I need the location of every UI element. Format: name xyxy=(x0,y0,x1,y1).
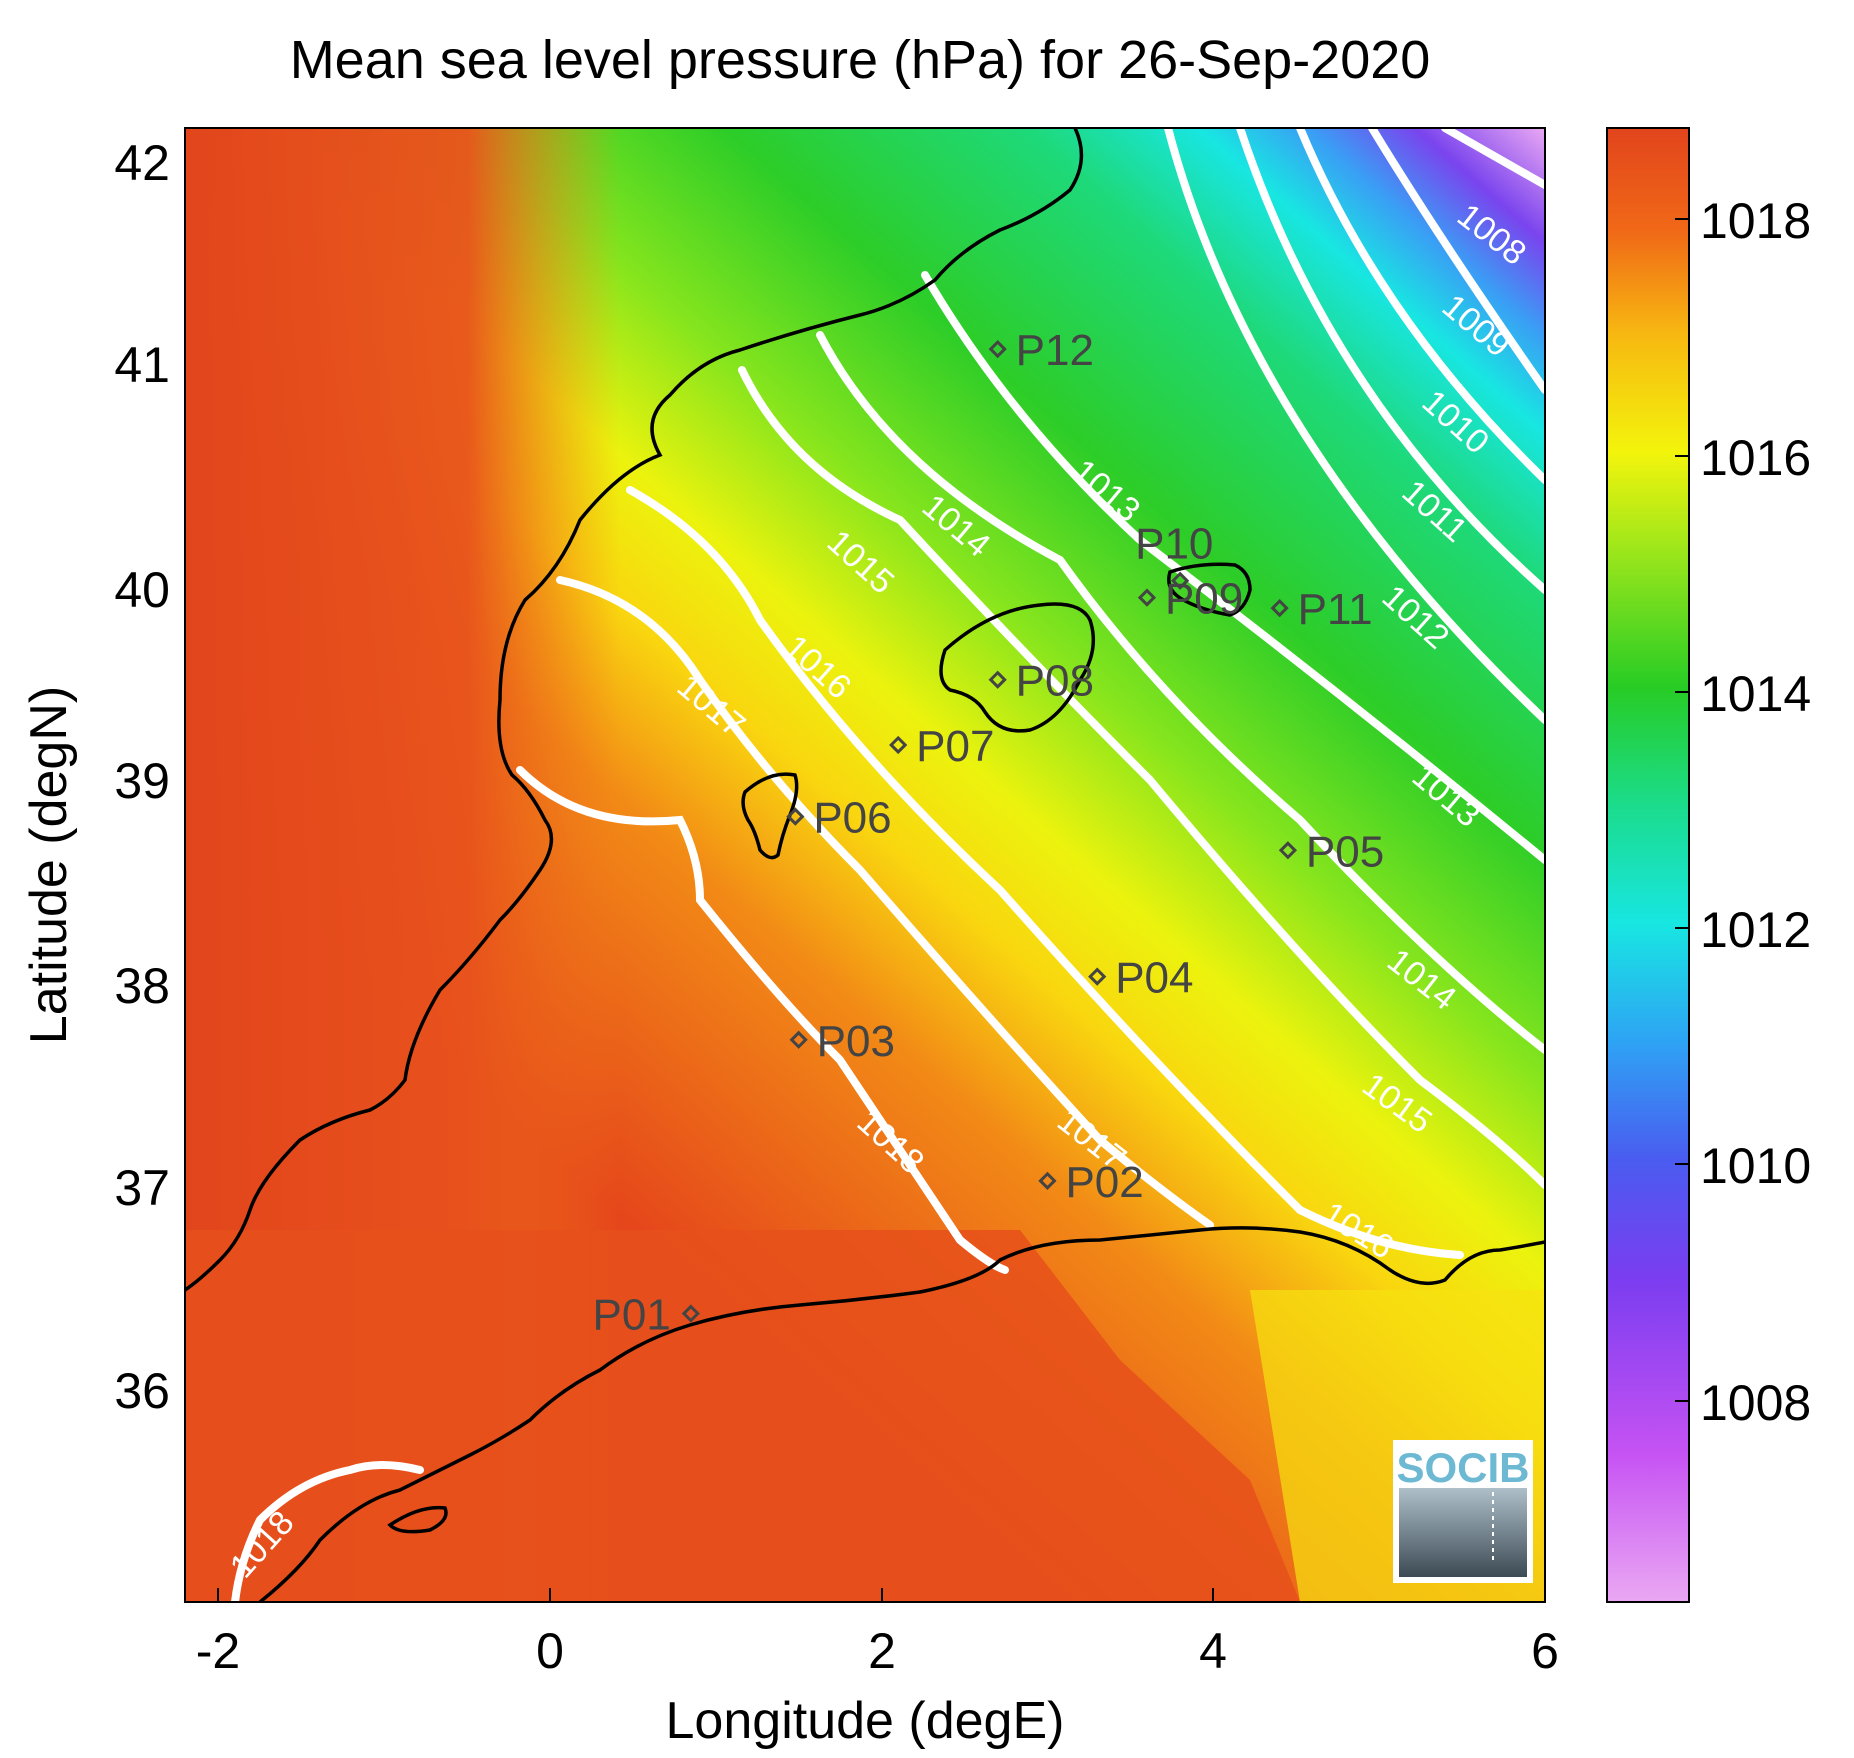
coastline-alboran-island xyxy=(387,1505,448,1534)
coastlines xyxy=(185,128,1545,1602)
isobar-1017a xyxy=(556,576,1214,1229)
station-label: P09 xyxy=(1165,575,1243,624)
socib-logo: SOCIB xyxy=(1393,1440,1533,1583)
station-label: P04 xyxy=(1115,954,1193,1003)
colorbar-ticks: 1008 1010 1012 1014 1016 1018 xyxy=(1700,193,1811,1431)
plot-frame xyxy=(184,127,1546,1603)
y-axis-label: Latitude (degN) xyxy=(20,686,78,1044)
station-label: P02 xyxy=(1065,1158,1143,1207)
colorbar-tick-marks xyxy=(1675,218,1689,1402)
y-tick-label: 36 xyxy=(114,1363,170,1419)
station-label: P07 xyxy=(916,722,994,771)
station-marker xyxy=(988,670,1007,689)
y-tick-label: 40 xyxy=(114,562,170,618)
station-label: P12 xyxy=(1016,326,1094,375)
station-marker xyxy=(988,339,1007,359)
coastline-mallorca xyxy=(939,602,1096,733)
station-marker xyxy=(681,1304,700,1323)
y-tick-label: 41 xyxy=(114,337,170,393)
colorbar-tick-label: 1010 xyxy=(1700,1138,1811,1194)
logo-text: SOCIB xyxy=(1396,1444,1529,1491)
station-marker xyxy=(1088,967,1107,986)
colorbar: 1008 1010 1012 1014 1016 1018 xyxy=(1606,127,1811,1603)
y-axis: 42 41 40 39 38 37 36 xyxy=(114,135,170,1419)
x-tick-label: 0 xyxy=(536,1623,564,1679)
station-label: P10 xyxy=(1135,520,1213,569)
x-ticks-marks xyxy=(217,1588,1214,1602)
coastline-menorca xyxy=(1167,562,1252,617)
isobar-1009 xyxy=(1368,128,1545,394)
x-tick-label: 6 xyxy=(1531,1623,1559,1679)
isobar-1008 xyxy=(1441,128,1545,189)
y-tick-label: 37 xyxy=(114,1160,170,1216)
station-markers: P01 P02 P03 P04 P05 P06 P07 P08 P09 P10 P11 P12 xyxy=(593,326,1385,1339)
colorbar-tick-label: 1008 xyxy=(1700,1375,1811,1431)
isobar-1015a xyxy=(738,366,1545,1189)
colorbar-tick-label: 1018 xyxy=(1700,193,1811,249)
station-marker xyxy=(786,807,805,826)
station-marker xyxy=(1270,598,1289,618)
station-marker xyxy=(1278,841,1298,860)
x-axis: -2 0 2 4 6 xyxy=(196,1623,1559,1679)
chart-title: Mean sea level pressure (hPa) for 26-Sep… xyxy=(290,30,1431,90)
field-south-high xyxy=(185,1230,1300,1602)
isobar-1012 xyxy=(1164,128,1545,724)
x-tick-label: -2 xyxy=(196,1623,240,1679)
coastline-ibiza xyxy=(741,772,799,860)
station-marker xyxy=(1170,571,1190,590)
x-tick-label: 2 xyxy=(868,1623,896,1679)
y-tick-label: 39 xyxy=(114,753,170,809)
colorbar-gradient xyxy=(1606,127,1690,1603)
x-tick-label: 4 xyxy=(1199,1623,1227,1679)
isobar-1014a xyxy=(816,331,1545,1054)
isobars xyxy=(231,128,1545,1602)
y-tick-label: 38 xyxy=(114,958,170,1014)
station-marker xyxy=(889,735,908,755)
station-label: P11 xyxy=(1298,585,1373,634)
station-label: P06 xyxy=(813,794,891,843)
x-axis-label: Longitude (degE) xyxy=(666,1692,1065,1750)
isobar-1018a xyxy=(516,766,1009,1274)
y-tick-label: 42 xyxy=(114,135,170,191)
station-marker xyxy=(1137,588,1157,607)
coastline-africa xyxy=(258,1226,1545,1602)
isobar-1011 xyxy=(1236,128,1545,594)
station-label: P05 xyxy=(1306,827,1384,876)
isobar-1018b xyxy=(231,1461,424,1602)
colorbar-tick-label: 1014 xyxy=(1700,666,1811,722)
logo-body xyxy=(1399,1488,1527,1577)
station-label: P08 xyxy=(1016,657,1094,706)
isobar-1013a xyxy=(921,271,1545,864)
colorbar-tick-label: 1016 xyxy=(1700,430,1811,486)
isobar-1016a xyxy=(626,486,1464,1259)
station-marker xyxy=(789,1030,808,1049)
colorbar-tick-label: 1012 xyxy=(1700,902,1811,958)
pressure-field xyxy=(185,128,1545,1602)
station-label: P03 xyxy=(817,1017,895,1066)
station-label: P01 xyxy=(593,1291,671,1340)
station-marker xyxy=(1038,1171,1057,1190)
coastline-iberia-east xyxy=(185,128,1084,1292)
isobar-1010 xyxy=(1296,128,1545,484)
